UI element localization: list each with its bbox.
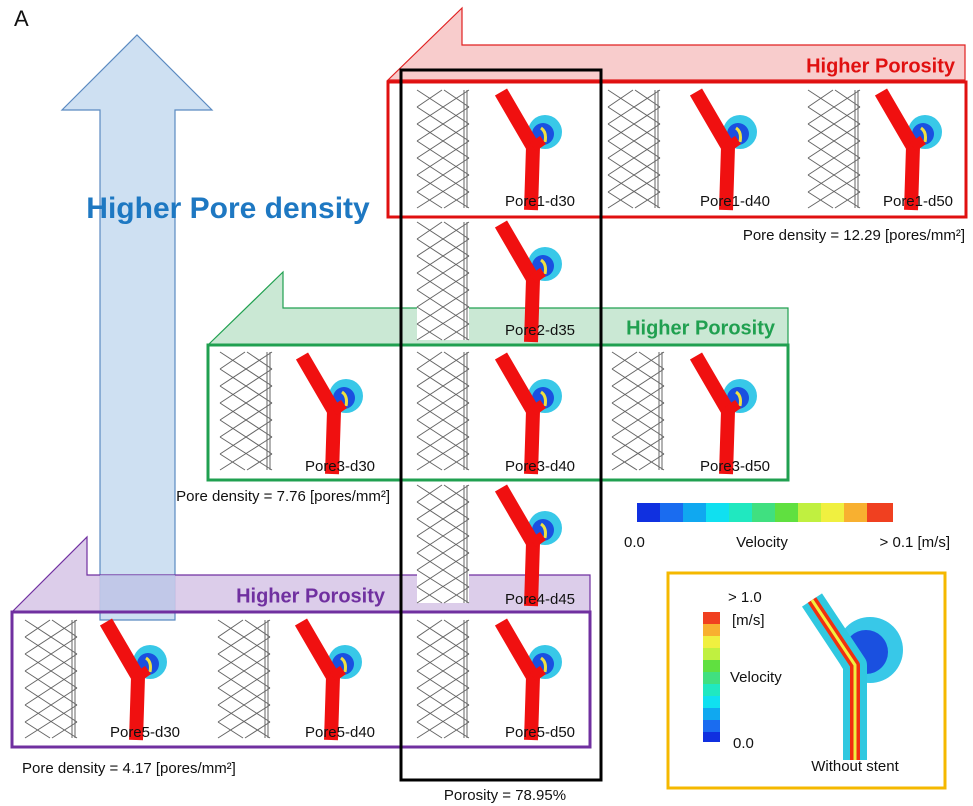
colorbar-max: > 0.1 [m/s] xyxy=(880,534,950,551)
inset-vessel xyxy=(812,600,903,760)
inset-caption: Without stent xyxy=(811,758,899,775)
pore-density-arrow xyxy=(62,35,212,620)
inset-colorbar xyxy=(703,612,720,742)
cell-label: Pore5-d30 xyxy=(110,724,180,741)
column-note: Porosity = 78.95% xyxy=(444,787,566,804)
pore-density: Pore density = 7.76 [pores/mm²] xyxy=(176,488,390,505)
cell-label: Pore1-d50 xyxy=(883,193,953,210)
arrow-overlap xyxy=(100,575,175,612)
figure: A Higher Pore density Higher Porosity Hi… xyxy=(0,0,973,806)
colorbar-title: Velocity xyxy=(736,534,788,551)
cell-label: Pore5-d40 xyxy=(305,724,375,741)
cell-label: Pore3-d30 xyxy=(305,458,375,475)
cell-label: Pore1-d30 xyxy=(505,193,575,210)
porosity-label: Higher Porosity xyxy=(626,317,776,339)
pore-density: Pore density = 4.17 [pores/mm²] xyxy=(22,760,236,777)
porosity-label: Higher Porosity xyxy=(806,55,956,77)
cell-label: Pore2-d35 xyxy=(505,322,575,339)
colorbar-min: 0.0 xyxy=(624,534,645,551)
inset-title: Velocity xyxy=(730,669,782,686)
cell-label: Pore4-d45 xyxy=(505,591,575,608)
inset-unit: [m/s] xyxy=(732,612,765,629)
cell-label: Pore1-d40 xyxy=(700,193,770,210)
cell-label: Pore3-d40 xyxy=(505,458,575,475)
pore-density: Pore density = 12.29 [pores/mm²] xyxy=(743,227,965,244)
inset-max: > 1.0 xyxy=(728,589,762,606)
cell-label: Pore3-d50 xyxy=(700,458,770,475)
arrow-label: Higher Pore density xyxy=(86,192,370,225)
cell-label: Pore5-d50 xyxy=(505,724,575,741)
porosity-label: Higher Porosity xyxy=(236,585,386,607)
colorbar xyxy=(637,503,893,522)
panel-label: A xyxy=(14,6,29,31)
inset-min: 0.0 xyxy=(733,735,754,752)
